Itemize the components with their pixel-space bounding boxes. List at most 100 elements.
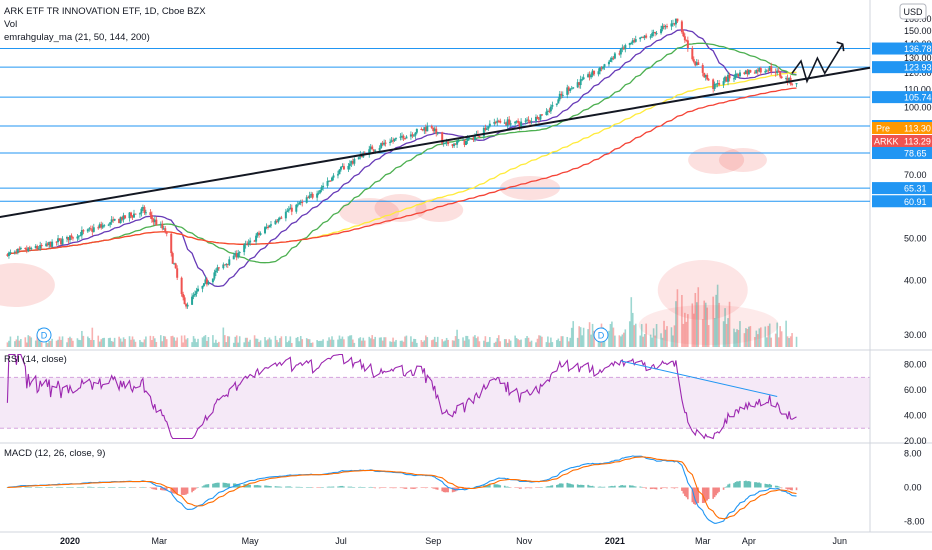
volume-bar	[101, 338, 104, 347]
volume-bar	[350, 335, 353, 347]
candle-body	[161, 223, 164, 229]
volume-bar	[623, 332, 625, 347]
macd-legend[interactable]: MACD (12, 26, close, 9)	[4, 448, 105, 459]
pre-tag-label: Pre	[876, 124, 890, 134]
candle-body	[295, 204, 298, 212]
price-tick-label: 30.00	[904, 330, 927, 340]
dividend-marker-circle[interactable]	[36, 327, 52, 343]
macd-histogram-bar	[727, 484, 729, 488]
volume-bar	[237, 342, 240, 347]
time-tick-label: 2020	[60, 536, 80, 546]
macd-histogram-bar	[362, 487, 365, 488]
candle-body	[755, 70, 758, 74]
volume-bar	[17, 335, 19, 347]
macd-histogram-bar	[712, 487, 714, 499]
macd-histogram-bar	[276, 486, 278, 488]
pane-separators	[0, 0, 932, 533]
macd-histogram-bar	[40, 487, 43, 488]
volume-bar	[682, 323, 685, 347]
candle-body	[100, 224, 103, 228]
ma-legend[interactable]: emrahgulay_ma (21, 50, 144, 200)	[4, 32, 150, 43]
volume-bar	[587, 329, 589, 347]
currency-badge[interactable]: USD	[899, 3, 927, 20]
macd-histogram-bar	[384, 487, 387, 489]
macd-histogram-bar	[368, 487, 371, 488]
volume-bar	[308, 339, 311, 347]
volume-bar	[349, 335, 351, 347]
macd-histogram-bar	[340, 485, 342, 488]
candle-body	[570, 88, 573, 90]
macd-histogram-bar	[651, 487, 653, 489]
macd-histogram-bar	[222, 482, 225, 488]
level-tag-value: 60.91	[904, 197, 927, 207]
volume-bar	[67, 337, 70, 347]
volume-bar	[133, 339, 135, 347]
dividend-marker-circle[interactable]	[593, 327, 609, 343]
dividend-marker-2021[interactable]: D	[593, 327, 609, 343]
time-tick-label: Mar	[695, 536, 711, 546]
macd-histogram-bar	[204, 484, 207, 488]
candle-body	[347, 165, 350, 170]
volume-bar	[779, 326, 781, 347]
macd-histogram-bar	[61, 487, 64, 488]
candle-body	[734, 73, 737, 79]
volume-bar	[343, 339, 345, 347]
candle-body	[65, 237, 68, 239]
volume-bar	[224, 335, 226, 347]
volume-bar	[143, 339, 146, 347]
rsi-legend[interactable]: RSI (14, close)	[4, 354, 67, 365]
candle-body	[268, 225, 271, 228]
candle-body	[7, 252, 10, 256]
candle-body	[557, 99, 560, 104]
macd-histogram-bar	[289, 486, 292, 488]
macd-histogram-bar	[404, 487, 406, 489]
volume-bar	[768, 323, 771, 347]
candle-body	[645, 35, 648, 38]
volume-bar	[79, 340, 82, 347]
candle-body	[555, 103, 558, 105]
candle-body	[131, 216, 134, 218]
candle-body	[587, 74, 590, 78]
volume-bar	[520, 339, 522, 347]
volume-bar	[207, 337, 210, 347]
volume-bar	[55, 340, 58, 347]
volume-bar	[572, 321, 575, 347]
candle-body	[526, 119, 529, 121]
volume-bar	[570, 327, 573, 347]
volume-bar	[25, 342, 28, 347]
macd-histogram-bar	[224, 482, 226, 488]
volume-legend[interactable]: Vol	[4, 19, 17, 30]
volume-bar	[527, 337, 530, 347]
macd-histogram-bar	[253, 485, 256, 488]
macd-histogram-bar	[447, 487, 449, 493]
macd-histogram-bar	[259, 485, 262, 488]
volume-bar	[582, 327, 585, 347]
volume-bar	[652, 328, 655, 347]
symbol-legend[interactable]: ARK ETF TR INNOVATION ETF, 1D, Cboe BZX	[4, 6, 206, 17]
macd-histogram-bar	[567, 483, 570, 488]
candle-body	[390, 140, 393, 142]
volume-bar	[286, 342, 289, 347]
currency-badge-frame[interactable]	[899, 3, 927, 20]
candle-body	[630, 42, 633, 44]
volume-bar	[253, 335, 256, 347]
volume-bar	[270, 339, 272, 347]
dividend-marker-2020[interactable]: D	[36, 327, 52, 343]
volume-bar	[124, 339, 126, 347]
macd-histogram-bar	[360, 487, 363, 488]
macd-histogram-bar	[174, 487, 177, 494]
candle-body	[307, 197, 310, 199]
candle-body	[103, 225, 106, 227]
volume-bar	[465, 335, 467, 347]
volume-bar	[487, 341, 490, 347]
macd-histogram-bar	[183, 487, 186, 495]
macd-histogram-bar	[264, 485, 266, 488]
volume-bar	[182, 342, 184, 347]
macd-histogram-bar	[560, 483, 563, 488]
macd-histogram-bar	[643, 487, 646, 488]
candle-body	[403, 138, 406, 140]
macd-histogram-bar	[299, 486, 302, 488]
candle-body	[695, 62, 698, 66]
macd-histogram-bar	[694, 487, 697, 505]
volume-bar	[435, 342, 438, 347]
